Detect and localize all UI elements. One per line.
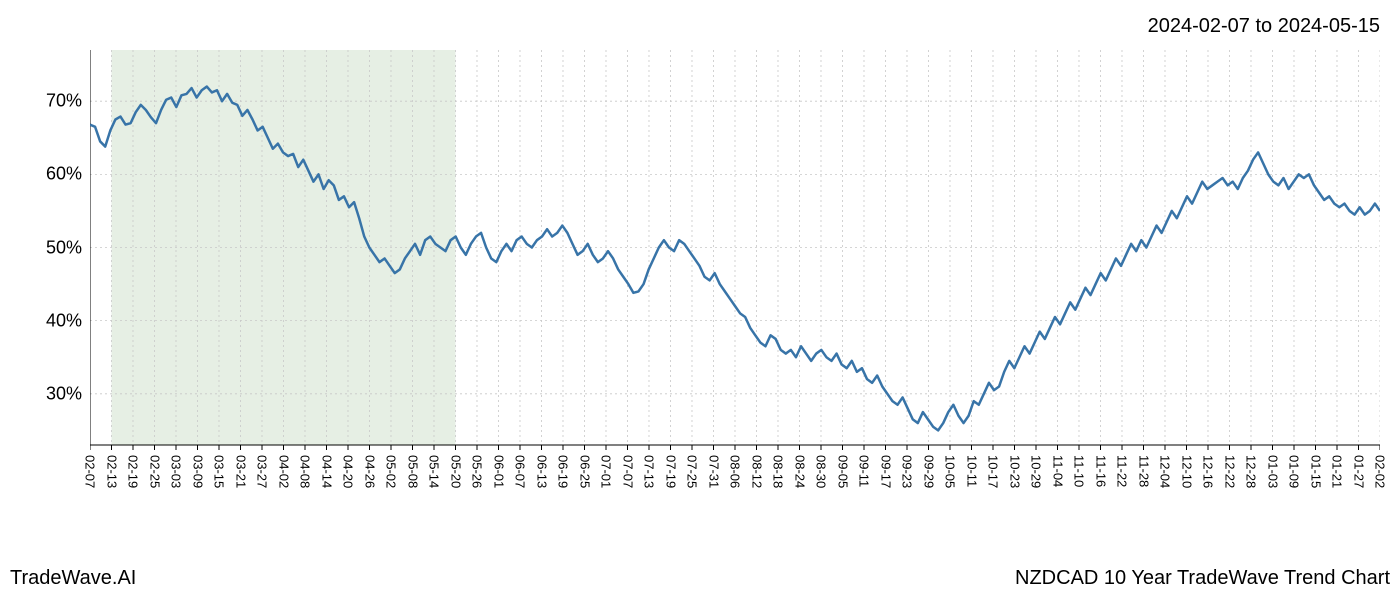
x-tick-label: 03-27 <box>255 455 270 488</box>
x-tick-label: 01-09 <box>1287 455 1302 488</box>
y-tick-label: 60% <box>46 164 82 185</box>
x-tick-label: 10-17 <box>986 455 1001 488</box>
x-tick-label: 08-18 <box>771 455 786 488</box>
x-tick-label: 07-31 <box>706 455 721 488</box>
x-tick-label: 02-02 <box>1373 455 1388 488</box>
x-tick-label: 12-10 <box>1179 455 1194 488</box>
chart-title: NZDCAD 10 Year TradeWave Trend Chart <box>1015 567 1390 590</box>
x-tick-label: 05-20 <box>448 455 463 488</box>
brand-label: TradeWave.AI <box>10 567 136 590</box>
x-tick-label: 05-26 <box>470 455 485 488</box>
x-tick-label: 06-07 <box>513 455 528 488</box>
x-tick-label: 06-13 <box>534 455 549 488</box>
x-tick-label: 05-08 <box>405 455 420 488</box>
x-tick-label: 01-21 <box>1330 455 1345 488</box>
x-tick-label: 12-16 <box>1201 455 1216 488</box>
x-tick-label: 09-11 <box>857 455 872 487</box>
x-tick-label: 07-25 <box>685 455 700 488</box>
x-tick-label: 11-10 <box>1072 455 1087 487</box>
x-tick-label: 09-23 <box>900 455 915 488</box>
y-tick-label: 50% <box>46 237 82 258</box>
x-tick-label: 01-27 <box>1351 455 1366 488</box>
date-range-label: 2024-02-07 to 2024-05-15 <box>1148 15 1380 38</box>
y-tick-label: 70% <box>46 91 82 112</box>
x-tick-label: 02-25 <box>147 455 162 488</box>
x-tick-label: 04-14 <box>319 455 334 488</box>
x-tick-label: 02-07 <box>83 455 98 488</box>
x-tick-label: 06-25 <box>577 455 592 488</box>
x-tick-label: 09-29 <box>921 455 936 488</box>
x-tick-label: 04-26 <box>362 455 377 488</box>
x-tick-label: 07-19 <box>663 455 678 488</box>
x-tick-label: 03-15 <box>212 455 227 488</box>
x-tick-label: 05-14 <box>427 455 442 488</box>
x-tick-label: 01-03 <box>1265 455 1280 488</box>
x-tick-label: 07-07 <box>620 455 635 488</box>
x-tick-label: 12-04 <box>1158 455 1173 488</box>
x-tick-label: 03-03 <box>169 455 184 488</box>
x-tick-label: 04-08 <box>298 455 313 488</box>
x-tick-label: 01-15 <box>1308 455 1323 488</box>
y-tick-label: 40% <box>46 310 82 331</box>
x-tick-label: 10-05 <box>943 455 958 488</box>
x-tick-label: 03-21 <box>233 455 248 488</box>
x-tick-label: 08-30 <box>814 455 829 488</box>
x-tick-label: 07-13 <box>642 455 657 488</box>
x-tick-label: 08-24 <box>792 455 807 488</box>
x-tick-label: 06-19 <box>556 455 571 488</box>
x-tick-label: 02-19 <box>126 455 141 488</box>
x-tick-label: 10-23 <box>1007 455 1022 488</box>
x-tick-label: 04-20 <box>341 455 356 488</box>
x-tick-label: 11-28 <box>1136 455 1151 487</box>
x-tick-label: 11-22 <box>1115 455 1130 487</box>
x-tick-label: 11-04 <box>1050 455 1065 487</box>
chart-canvas <box>90 50 1380 490</box>
x-tick-label: 05-02 <box>384 455 399 488</box>
x-tick-label: 06-01 <box>491 455 506 488</box>
x-tick-label: 10-29 <box>1029 455 1044 488</box>
x-tick-label: 08-06 <box>728 455 743 488</box>
x-tick-label: 02-13 <box>104 455 119 488</box>
x-tick-label: 09-17 <box>878 455 893 488</box>
x-tick-label: 10-11 <box>964 455 979 487</box>
x-tick-label: 07-01 <box>599 455 614 488</box>
x-tick-label: 04-02 <box>276 455 291 488</box>
x-tick-label: 09-05 <box>835 455 850 488</box>
x-tick-label: 11-16 <box>1093 455 1108 487</box>
x-tick-label: 03-09 <box>190 455 205 488</box>
x-tick-label: 12-22 <box>1222 455 1237 488</box>
y-tick-label: 30% <box>46 383 82 404</box>
x-tick-label: 12-28 <box>1244 455 1259 488</box>
trend-chart: 30%40%50%60%70%02-0702-1302-1902-2503-03… <box>90 50 1380 490</box>
x-tick-label: 08-12 <box>749 455 764 488</box>
